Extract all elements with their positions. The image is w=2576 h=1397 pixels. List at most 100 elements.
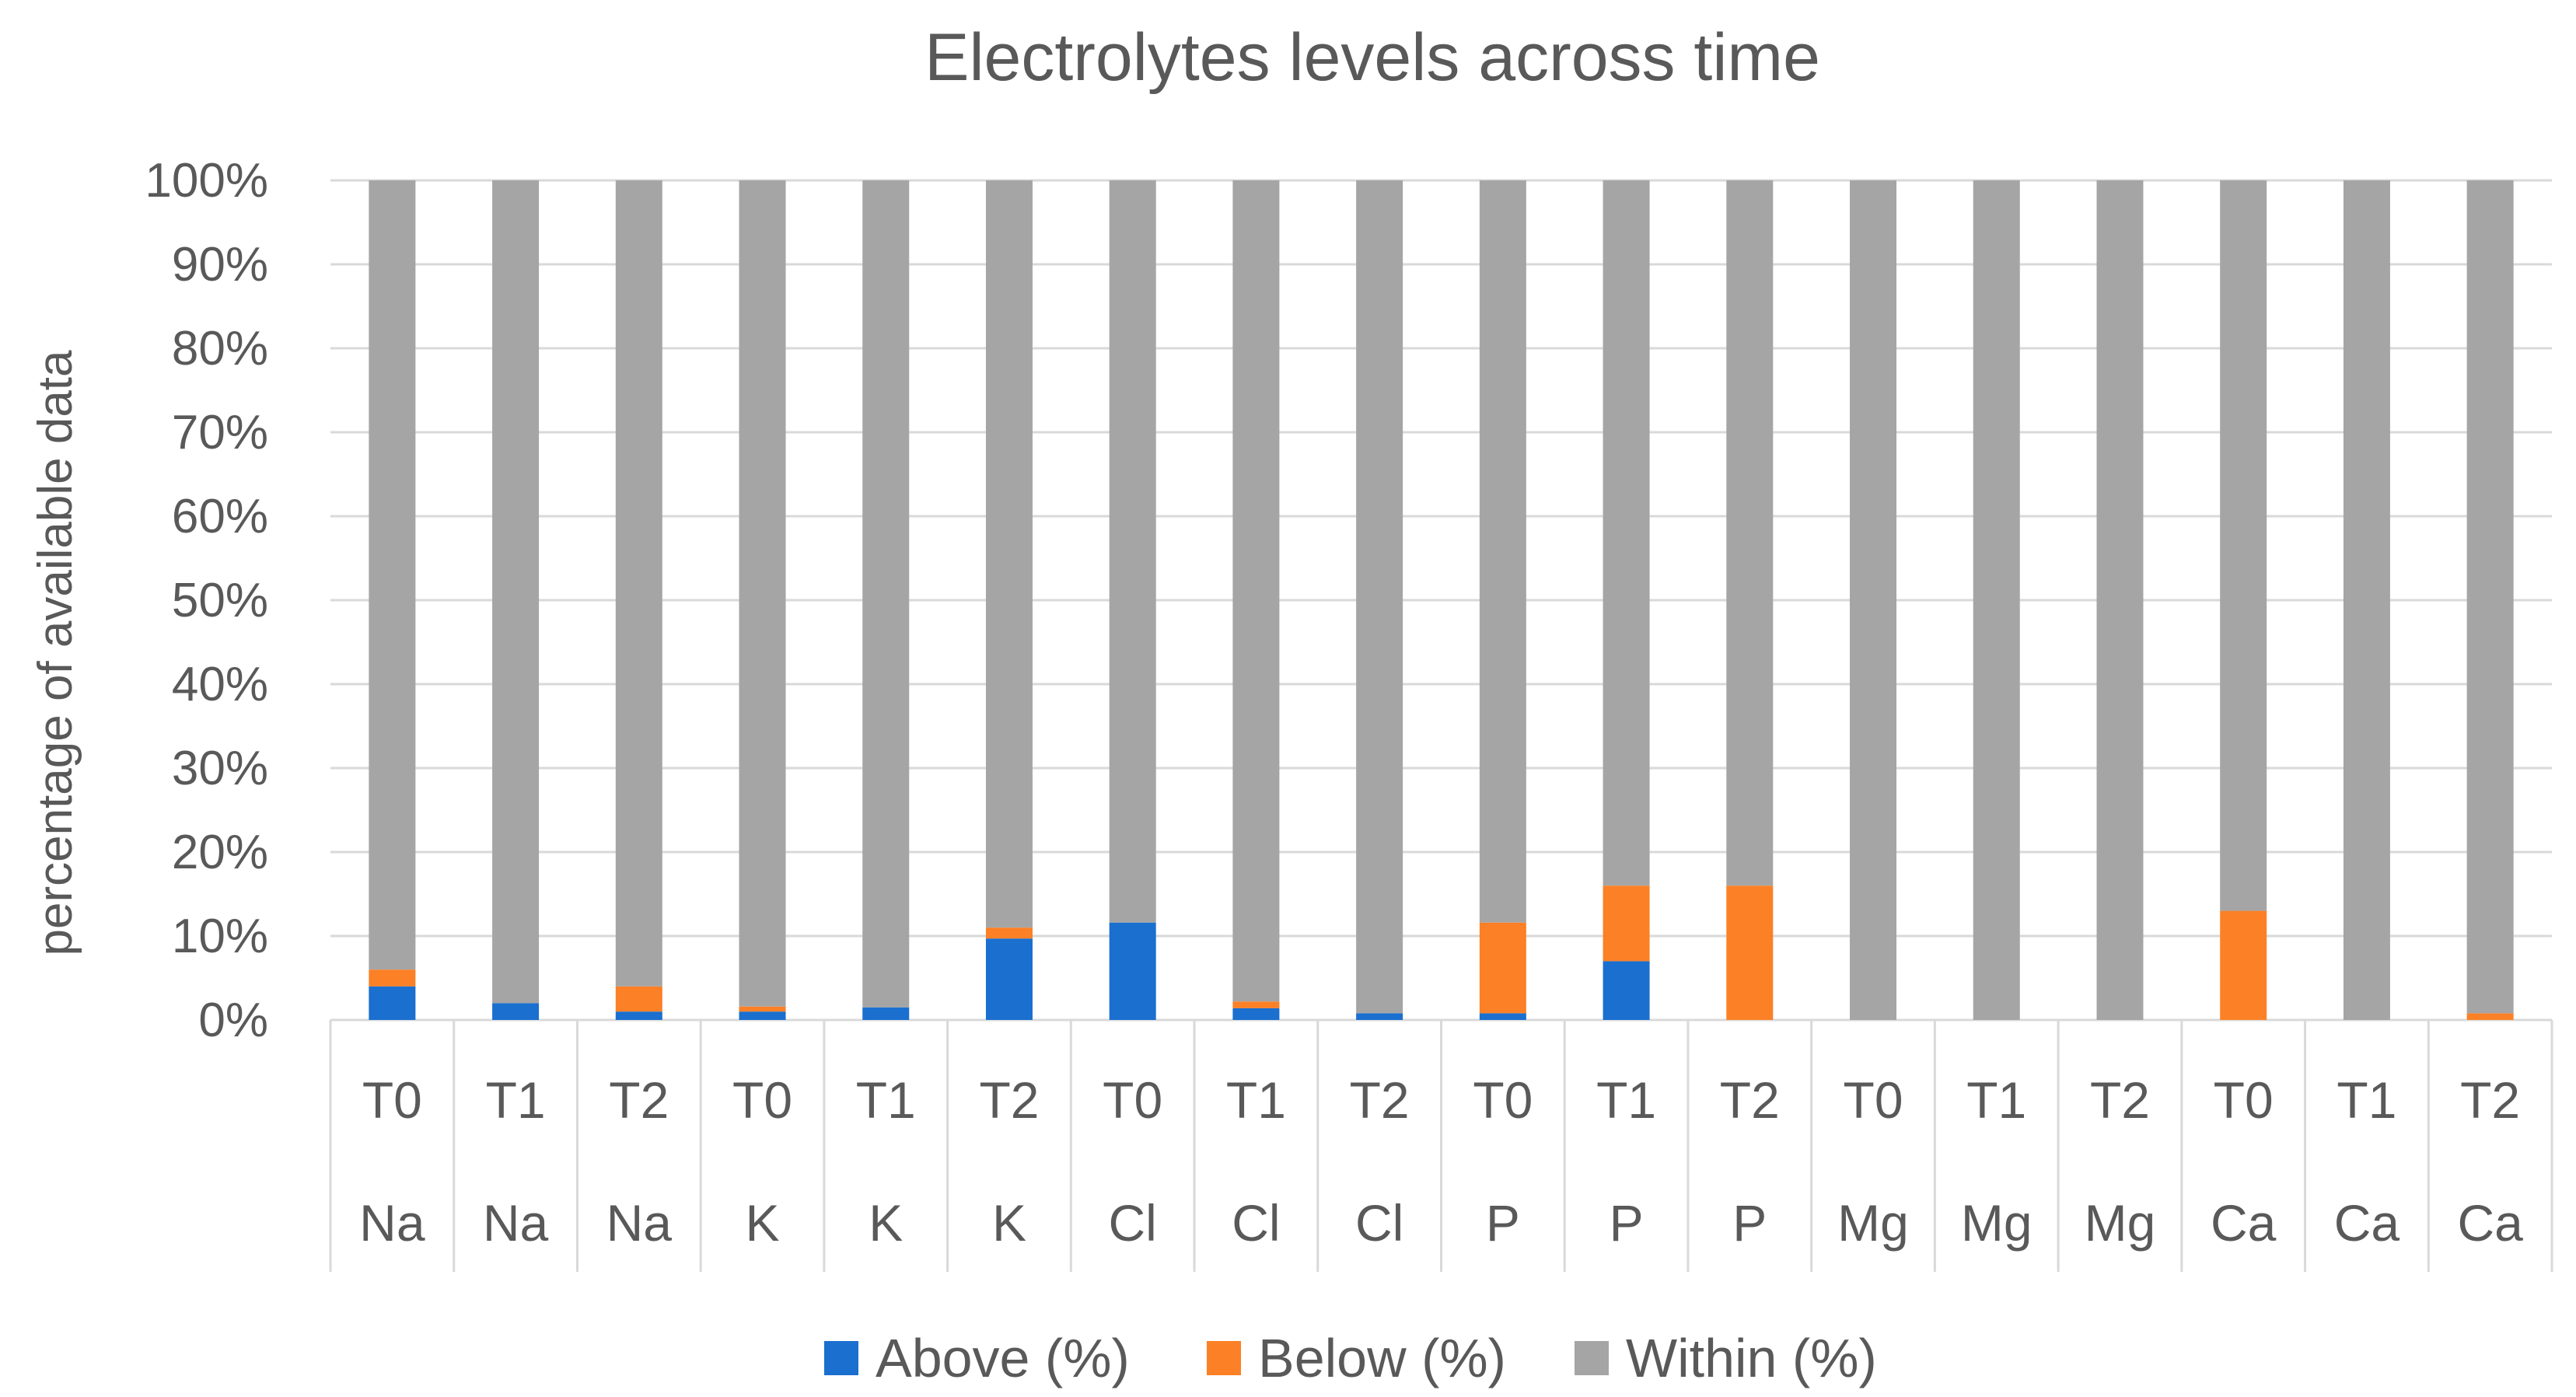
x-tick-label-time: T1 xyxy=(1966,1071,2026,1129)
x-axis: T0 Na T1 Na T2 Na T0 K T1 K T2 K T0 Cl T1 Cl T2 Cl T0 P T1 P T… xyxy=(329,1020,2553,1272)
bar-segment xyxy=(1479,1013,1526,1020)
x-tick-label-time: T2 xyxy=(1720,1071,1780,1129)
bar-segment xyxy=(1850,180,1897,1020)
legend-swatch xyxy=(1575,1341,1609,1375)
bar-segment xyxy=(862,180,910,1008)
bar-segment xyxy=(1232,180,1280,1002)
x-tick-label-time: T0 xyxy=(732,1071,792,1129)
x-tick-label-time: T1 xyxy=(486,1071,546,1129)
legend-swatch xyxy=(824,1341,858,1375)
x-tick-label-time: T0 xyxy=(1473,1071,1533,1129)
x-tick-label-electrolyte: K xyxy=(746,1194,780,1252)
bar-segment xyxy=(862,1007,910,1020)
bar-segment xyxy=(1726,885,1774,1020)
x-tick-label-time: T0 xyxy=(362,1071,422,1129)
legend-label: Above (%) xyxy=(876,1328,1130,1388)
x-tick-label-electrolyte: Cl xyxy=(1232,1194,1280,1252)
x-tick-label-electrolyte: P xyxy=(1610,1194,1644,1252)
x-tick-label-time: T0 xyxy=(1844,1071,1903,1129)
x-tick-label-time: T2 xyxy=(1350,1071,1410,1129)
bar-segment xyxy=(1232,1008,1280,1020)
bar-segment xyxy=(369,969,416,987)
x-tick-label-electrolyte: Na xyxy=(483,1194,549,1252)
bar-segment xyxy=(2220,180,2267,911)
bar-segment xyxy=(1356,180,1403,1014)
y-tick-label: 40% xyxy=(172,658,268,711)
bar-segment xyxy=(1973,180,2020,1020)
x-tick-label-time: T2 xyxy=(609,1071,669,1129)
x-tick-label-electrolyte: Cl xyxy=(1109,1194,1157,1252)
x-tick-label-time: T1 xyxy=(1596,1071,1656,1129)
x-tick-label-electrolyte: K xyxy=(992,1194,1026,1252)
legend: Above (%) Below (%) Within (%) xyxy=(824,1328,1877,1388)
y-tick-label: 50% xyxy=(172,574,268,627)
x-tick-label-time: T2 xyxy=(2090,1071,2150,1129)
x-tick-label-electrolyte: Mg xyxy=(1961,1194,2032,1252)
bar-segment xyxy=(615,1011,662,1020)
y-tick-label: 80% xyxy=(172,322,268,375)
bar-segment xyxy=(1109,180,1156,923)
x-tick-label-electrolyte: Ca xyxy=(2457,1194,2523,1252)
bar-segment xyxy=(739,1011,786,1020)
bar-segment xyxy=(1479,180,1526,923)
x-tick-label-time: T1 xyxy=(856,1071,916,1129)
bar-segment xyxy=(1479,922,1526,1014)
bar-segment xyxy=(1603,885,1650,962)
x-tick-label-time: T2 xyxy=(2460,1071,2520,1129)
x-tick-label-electrolyte: K xyxy=(869,1194,903,1252)
bar-segment xyxy=(1603,180,1650,886)
x-tick-label-electrolyte: Na xyxy=(606,1194,673,1252)
y-axis-title: percentage of available data xyxy=(29,350,82,956)
x-tick-label-time: T0 xyxy=(2214,1071,2274,1129)
bars xyxy=(369,180,2514,1020)
legend-swatch xyxy=(1207,1341,1241,1375)
bar-segment xyxy=(1356,1013,1403,1020)
x-tick-label-electrolyte: Mg xyxy=(1837,1194,1909,1252)
bar-segment xyxy=(1109,922,1156,1020)
bar-segment xyxy=(985,927,1033,939)
x-tick-label-electrolyte: P xyxy=(1486,1194,1520,1252)
bar-segment xyxy=(492,1003,540,1020)
chart-title: Electrolytes levels across time xyxy=(924,20,1820,95)
x-tick-label-time: T1 xyxy=(2337,1071,2396,1129)
y-tick-label: 10% xyxy=(172,910,268,963)
bar-segment xyxy=(369,986,416,1020)
bar-segment xyxy=(739,1006,786,1012)
y-tick-label: 60% xyxy=(172,490,268,543)
y-tick-label: 0% xyxy=(198,994,268,1047)
bar-segment xyxy=(369,180,416,970)
bar-segment xyxy=(985,938,1033,1020)
bar-segment xyxy=(1603,961,1650,1020)
bar-segment xyxy=(1726,180,1774,886)
x-tick-label-electrolyte: Cl xyxy=(1355,1194,1403,1252)
y-tick-label: 90% xyxy=(172,238,268,292)
y-tick-label: 30% xyxy=(172,742,268,795)
x-tick-label-time: T2 xyxy=(979,1071,1039,1129)
bar-segment xyxy=(615,180,662,987)
legend-label: Below (%) xyxy=(1258,1328,1506,1388)
y-tick-label: 100% xyxy=(145,154,268,208)
bar-segment xyxy=(2096,180,2144,1020)
bar-segment xyxy=(1232,1001,1280,1008)
bar-segment xyxy=(2466,1013,2514,1020)
bar-segment xyxy=(739,180,786,1007)
y-tick-label: 20% xyxy=(172,826,268,879)
y-axis-ticks: 0% 10% 20% 30% 40% 50% 60% 70% 80% 90% 100% xyxy=(145,154,268,1047)
x-tick-label-electrolyte: Mg xyxy=(2085,1194,2156,1252)
bar-segment xyxy=(985,180,1033,928)
bar-segment xyxy=(2343,180,2390,1020)
x-tick-label-electrolyte: Na xyxy=(359,1194,425,1252)
x-tick-label-electrolyte: Ca xyxy=(2211,1194,2277,1252)
gridlines xyxy=(330,179,2552,1022)
x-tick-label-time: T0 xyxy=(1103,1071,1162,1129)
y-tick-label: 70% xyxy=(172,406,268,459)
bar-segment xyxy=(2220,910,2267,1020)
bar-segment xyxy=(2466,180,2514,1014)
bar-segment xyxy=(492,180,540,1004)
x-tick-label-electrolyte: Ca xyxy=(2334,1194,2400,1252)
legend-label: Within (%) xyxy=(1626,1328,1877,1388)
bar-segment xyxy=(615,986,662,1012)
x-tick-label-electrolyte: P xyxy=(1732,1194,1767,1252)
